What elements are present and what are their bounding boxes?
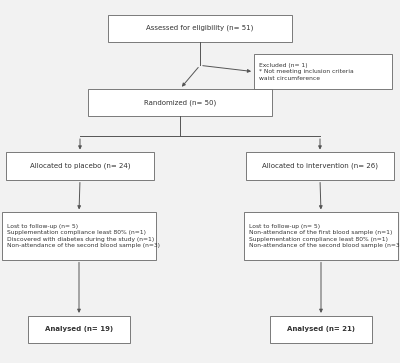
Text: Lost to follow-up (n= 5)
Non-attendance of the first blood sample (n=1)
Suppleme: Lost to follow-up (n= 5) Non-attendance … [249,224,400,248]
FancyBboxPatch shape [244,212,398,260]
FancyBboxPatch shape [2,212,156,260]
Text: Analysed (n= 21): Analysed (n= 21) [287,326,355,333]
FancyBboxPatch shape [28,316,130,343]
Text: Randomized (n= 50): Randomized (n= 50) [144,99,216,106]
Text: Allocated to intervention (n= 26): Allocated to intervention (n= 26) [262,163,378,169]
Text: Excluded (n= 1)
* Not meeting inclusion criteria
waist circumference: Excluded (n= 1) * Not meeting inclusion … [259,62,354,81]
FancyBboxPatch shape [6,152,154,180]
FancyBboxPatch shape [108,15,292,42]
FancyBboxPatch shape [254,54,392,89]
FancyBboxPatch shape [88,89,272,116]
Text: Lost to follow-up (n= 5)
Supplementation compliance least 80% (n=1)
Discovered w: Lost to follow-up (n= 5) Supplementation… [7,224,160,248]
Text: Analysed (n= 19): Analysed (n= 19) [45,326,113,333]
FancyBboxPatch shape [246,152,394,180]
Text: Allocated to placebo (n= 24): Allocated to placebo (n= 24) [30,163,130,169]
Text: Assessed for eligibility (n= 51): Assessed for eligibility (n= 51) [146,25,254,31]
FancyBboxPatch shape [270,316,372,343]
